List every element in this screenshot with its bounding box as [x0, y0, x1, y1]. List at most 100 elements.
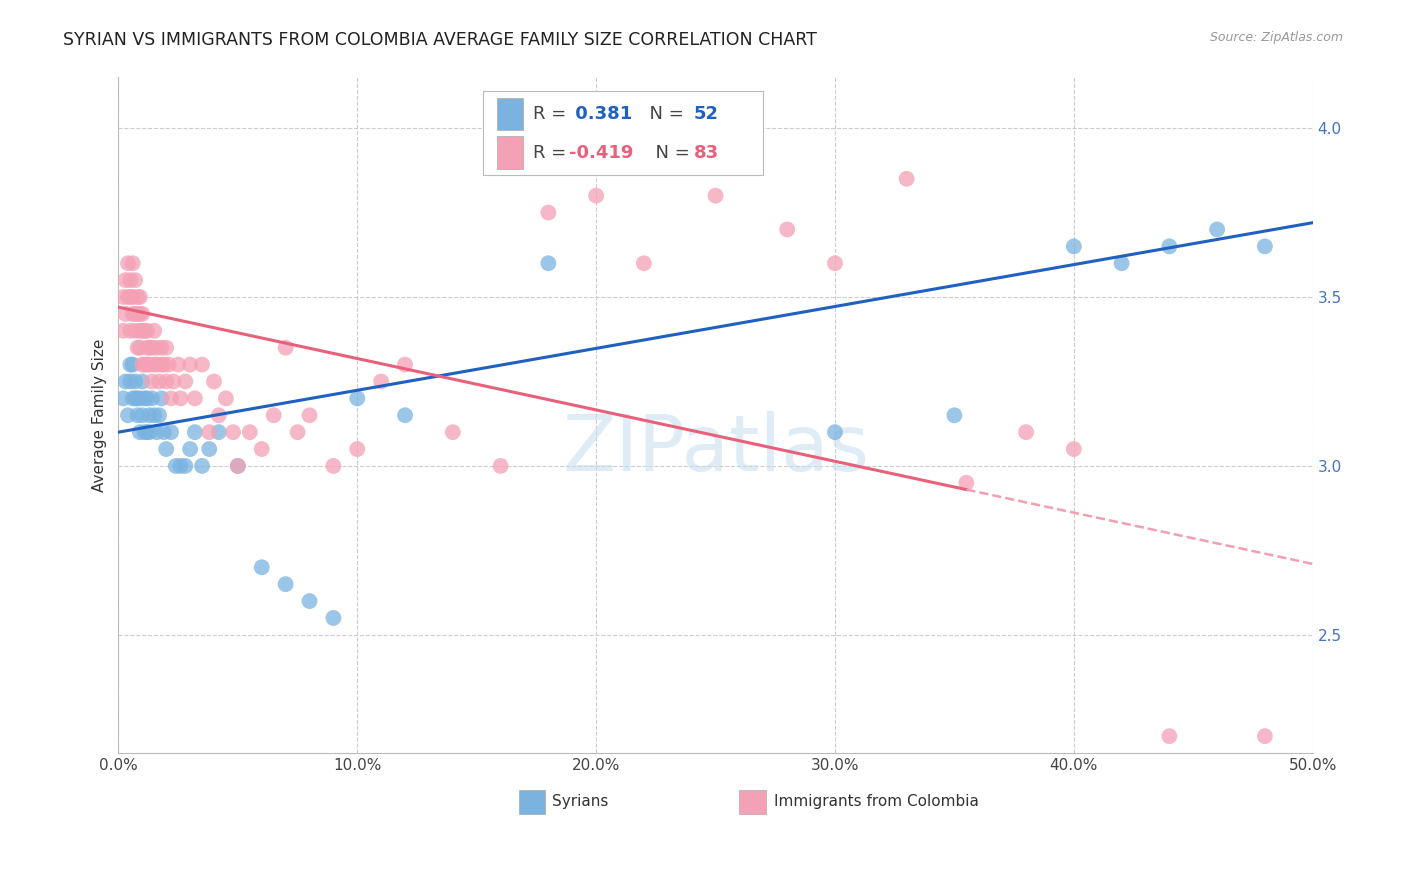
Point	[1254, 729, 1277, 743]
Point	[537, 205, 560, 219]
Point	[169, 458, 191, 473]
Point	[1111, 256, 1133, 270]
Point	[114, 375, 136, 389]
Point	[114, 307, 136, 321]
Point	[179, 442, 201, 456]
Text: SYRIAN VS IMMIGRANTS FROM COLOMBIA AVERAGE FAMILY SIZE CORRELATION CHART: SYRIAN VS IMMIGRANTS FROM COLOMBIA AVERA…	[63, 31, 817, 49]
Point	[441, 425, 464, 439]
Y-axis label: Average Family Size: Average Family Size	[93, 339, 107, 492]
Point	[704, 188, 727, 202]
Point	[134, 425, 156, 439]
Point	[250, 442, 273, 456]
Text: -0.419: -0.419	[568, 144, 633, 161]
Point	[138, 409, 160, 423]
FancyBboxPatch shape	[519, 790, 544, 814]
Point	[121, 358, 143, 372]
Point	[136, 324, 159, 338]
Point	[160, 425, 183, 439]
Point	[394, 409, 416, 423]
Text: Immigrants from Colombia: Immigrants from Colombia	[775, 794, 979, 809]
Point	[955, 475, 977, 490]
Text: R =: R =	[533, 144, 572, 161]
Point	[896, 171, 918, 186]
Point	[131, 324, 153, 338]
Point	[124, 273, 146, 287]
Point	[136, 392, 159, 406]
Point	[202, 375, 225, 389]
Point	[127, 307, 149, 321]
Point	[150, 392, 173, 406]
Point	[131, 307, 153, 321]
Text: 83: 83	[695, 144, 720, 161]
Point	[120, 324, 142, 338]
Point	[120, 273, 142, 287]
Point	[134, 392, 156, 406]
FancyBboxPatch shape	[482, 91, 763, 176]
Point	[274, 577, 297, 591]
Text: N =: N =	[638, 104, 689, 123]
Point	[138, 341, 160, 355]
FancyBboxPatch shape	[496, 97, 523, 130]
Point	[120, 358, 142, 372]
Point	[145, 358, 167, 372]
Point	[127, 290, 149, 304]
Text: Syrians: Syrians	[553, 794, 609, 809]
Point	[141, 392, 163, 406]
Point	[167, 358, 190, 372]
Point	[112, 324, 135, 338]
Point	[117, 290, 139, 304]
Point	[169, 392, 191, 406]
Point	[117, 256, 139, 270]
Point	[222, 425, 245, 439]
Point	[174, 375, 197, 389]
Point	[138, 425, 160, 439]
Point	[114, 273, 136, 287]
Point	[215, 392, 238, 406]
Point	[274, 341, 297, 355]
Point	[148, 375, 170, 389]
Point	[129, 341, 152, 355]
Point	[141, 375, 163, 389]
Point	[346, 392, 368, 406]
Point	[184, 392, 207, 406]
Point	[124, 324, 146, 338]
Point	[124, 307, 146, 321]
Point	[322, 458, 344, 473]
Point	[346, 442, 368, 456]
Point	[124, 392, 146, 406]
Point	[1254, 239, 1277, 253]
Point	[129, 392, 152, 406]
Point	[162, 375, 184, 389]
Point	[121, 307, 143, 321]
Point	[298, 409, 321, 423]
Point	[184, 425, 207, 439]
Point	[208, 409, 231, 423]
Point	[1063, 442, 1085, 456]
Point	[121, 256, 143, 270]
Point	[394, 358, 416, 372]
Point	[191, 358, 214, 372]
Point	[127, 409, 149, 423]
Point	[298, 594, 321, 608]
Point	[322, 611, 344, 625]
FancyBboxPatch shape	[496, 136, 523, 169]
Point	[585, 188, 607, 202]
Point	[776, 222, 799, 236]
Text: Source: ZipAtlas.com: Source: ZipAtlas.com	[1209, 31, 1343, 45]
Point	[633, 256, 655, 270]
Point	[120, 375, 142, 389]
Point	[143, 324, 166, 338]
Point	[287, 425, 309, 439]
Point	[129, 425, 152, 439]
Point	[127, 341, 149, 355]
Point	[141, 341, 163, 355]
Point	[174, 458, 197, 473]
Point	[239, 425, 262, 439]
Point	[1159, 729, 1181, 743]
Point	[131, 375, 153, 389]
FancyBboxPatch shape	[740, 790, 766, 814]
Text: 52: 52	[695, 104, 718, 123]
Point	[155, 442, 177, 456]
Point	[143, 358, 166, 372]
Point	[136, 425, 159, 439]
